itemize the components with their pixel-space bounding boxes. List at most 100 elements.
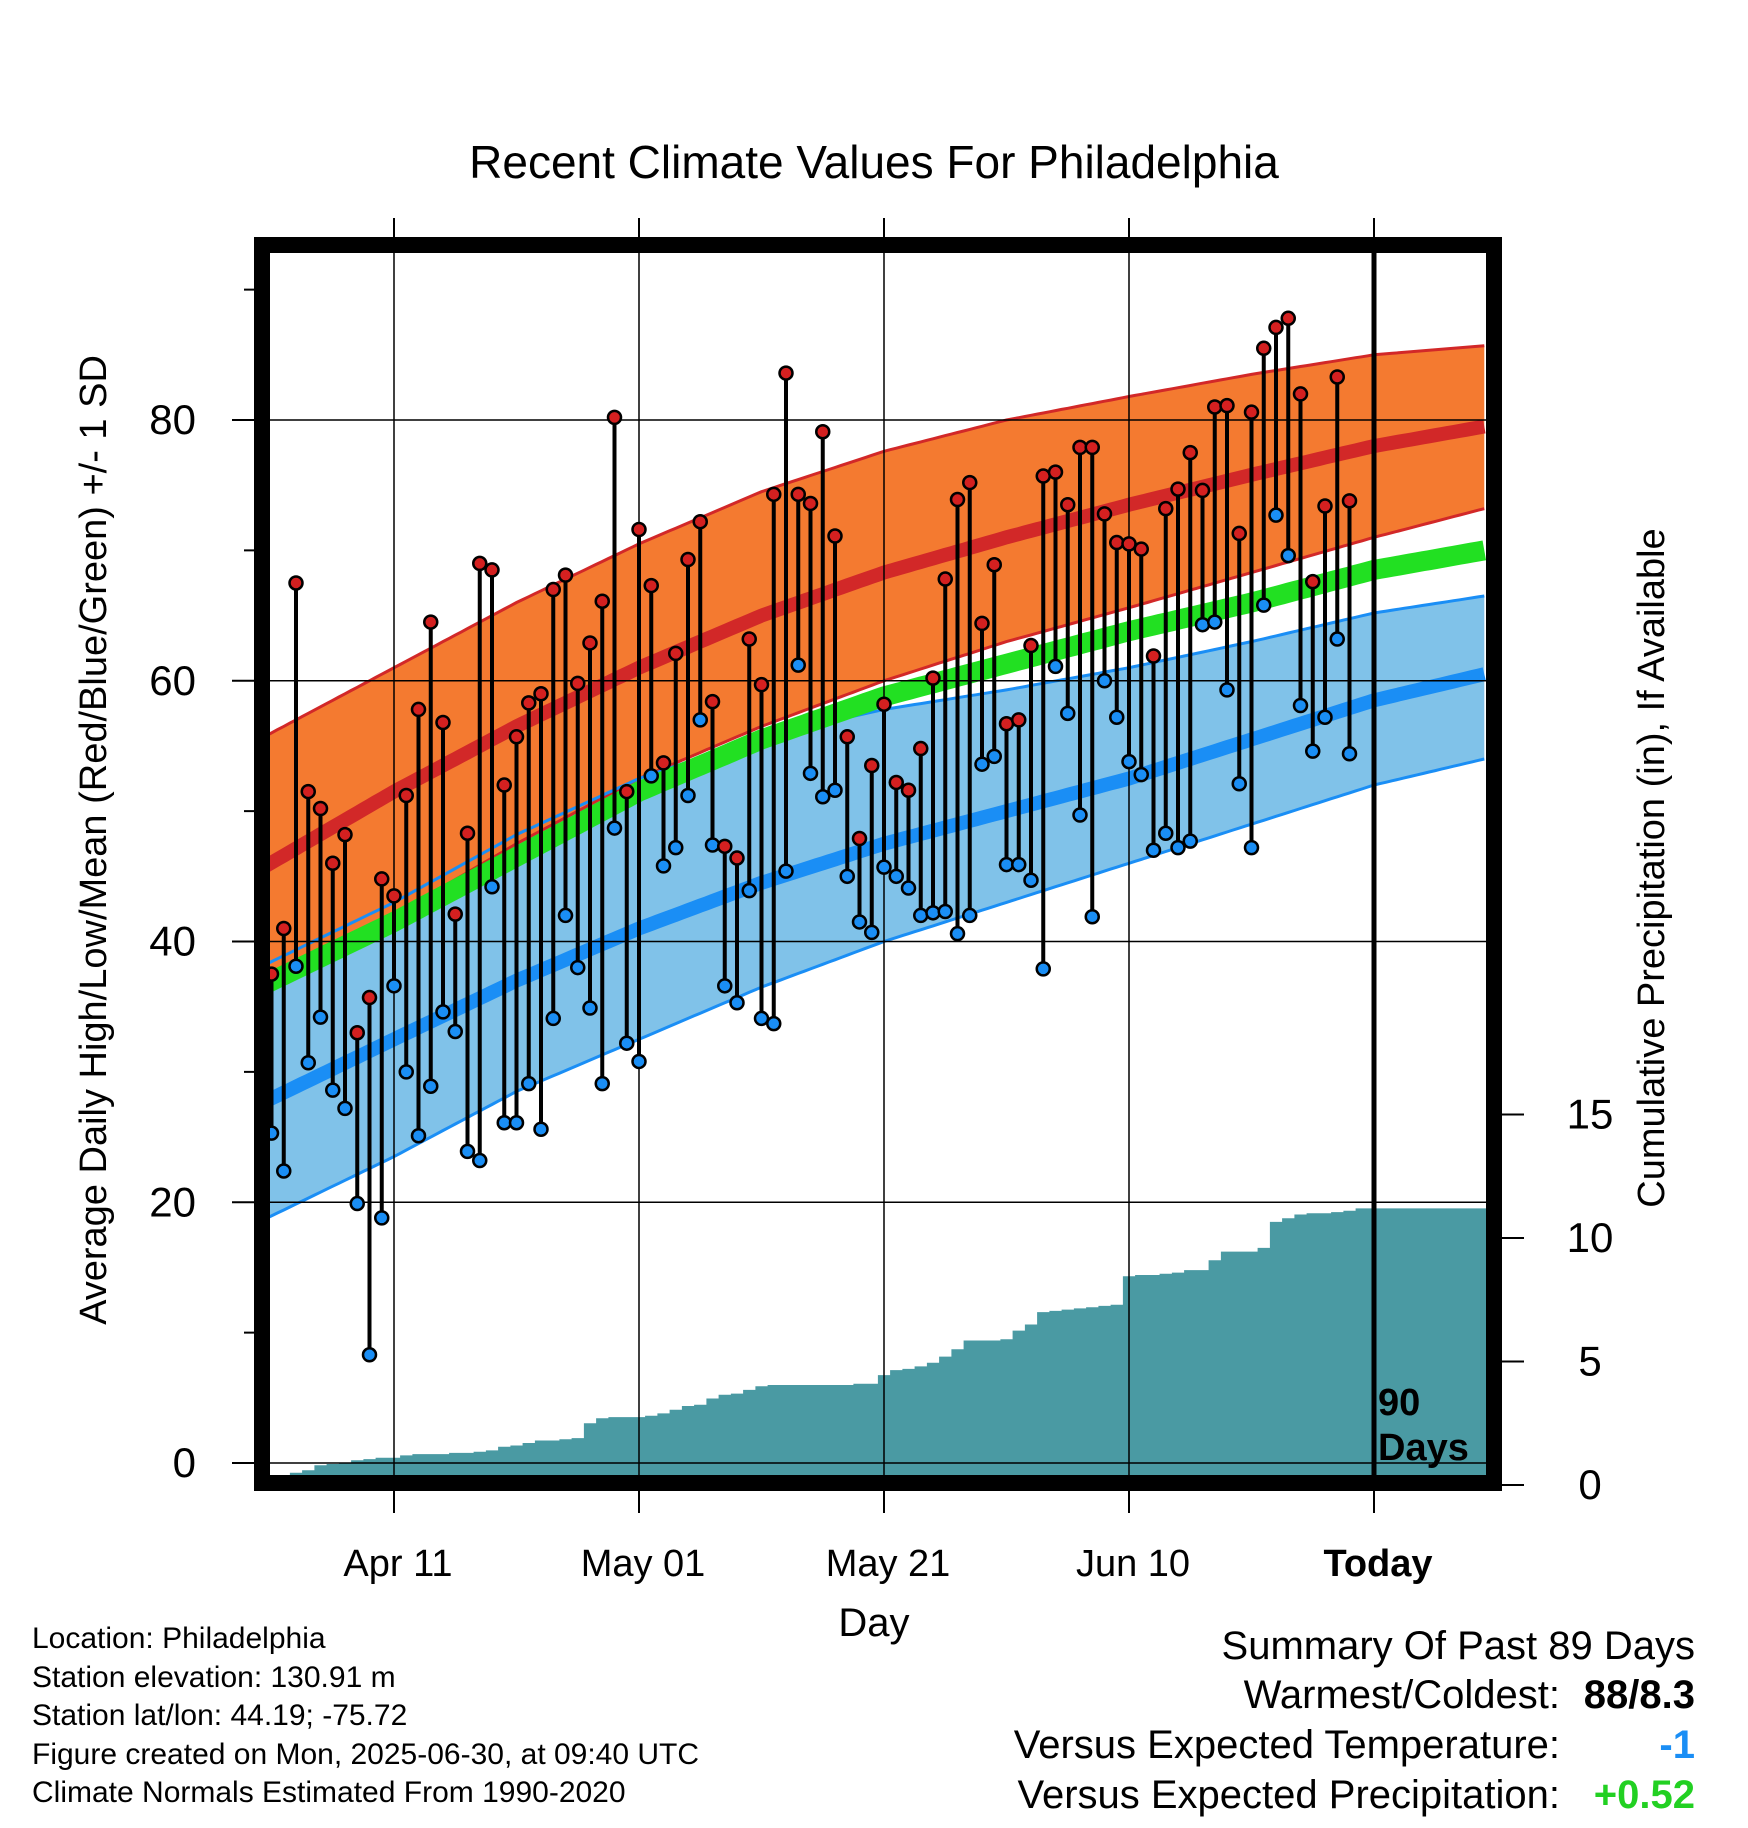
daily-low-point [1305, 743, 1321, 759]
daily-high-point [962, 474, 978, 491]
warmest-coldest-label: Warmest/Coldest: [1243, 1673, 1560, 1717]
daily-high-point [802, 495, 819, 512]
low-upper-edge [262, 594, 1485, 968]
summary-precip-row: Versus Expected Precipitation: +0.52 [795, 1770, 1695, 1820]
x-tick-label: Today [1323, 1543, 1432, 1585]
daily-high-point [521, 695, 537, 711]
daily-high-point [361, 989, 378, 1006]
daily-low-point [949, 925, 966, 942]
daily-high-point [582, 635, 598, 651]
daily-low-point [974, 756, 990, 772]
daily-low-point [668, 839, 684, 856]
location-text: Location: Philadelphia [32, 1622, 326, 1655]
daily-low-point [643, 768, 659, 784]
expected-precipitation-label: Versus Expected Precipitation: [1017, 1773, 1560, 1817]
daily-low-point [447, 1023, 463, 1040]
daily-high-point [1182, 444, 1198, 461]
axes: 0 20 40 60 80 0 5 10 15 Apr 11 May 01 May 21 Jun 10 T… [149, 218, 1613, 1585]
daily-low-point [1060, 705, 1076, 722]
daily-low-point [1292, 697, 1309, 714]
daily-low-point [288, 958, 304, 975]
daily-low-point [361, 1347, 378, 1363]
daily-high-point [1060, 496, 1076, 513]
daily-low-point [790, 657, 806, 673]
daily-low-point [570, 959, 586, 976]
daily-low-point [827, 782, 843, 799]
expected-precipitation-value: +0.52 [1593, 1773, 1695, 1817]
daily-low-point [717, 978, 733, 994]
daily-high-point [631, 521, 647, 538]
daily-low-point [1182, 833, 1198, 849]
latlon-text: Station lat/lon: 44.19; -75.72 [32, 1699, 408, 1732]
daily-low-point [533, 1121, 549, 1137]
x-tick-label: Jun 10 [1076, 1543, 1190, 1585]
daily-high-point [1207, 399, 1223, 415]
daily-low-point [459, 1143, 476, 1160]
daily-high-point [594, 593, 610, 609]
daily-high-point [876, 696, 892, 712]
daily-low-point [741, 882, 757, 899]
daily-low-point [1133, 766, 1149, 783]
daily-high-point [937, 571, 953, 587]
daily-low-point [1317, 709, 1333, 726]
daily-low-point [913, 907, 929, 924]
daily-high-point [300, 783, 316, 800]
daily-low-point [729, 995, 745, 1011]
daily-high-point [1170, 481, 1186, 497]
daily-low-point [349, 1195, 365, 1212]
daily-high-point [668, 645, 684, 662]
expected-temperature-label: Versus Expected Temperature: [1013, 1723, 1560, 1767]
low-lower-edge [262, 757, 1485, 1223]
high-upper-edge [262, 344, 1485, 740]
daily-low-point [521, 1075, 537, 1092]
normal-mean-line [262, 540, 1487, 997]
x-tick-label: May 21 [826, 1543, 951, 1585]
y2-tick-label: 10 [1567, 1214, 1614, 1261]
y-tick-label: 60 [149, 657, 196, 704]
today-window-label-days: Days [1378, 1427, 1469, 1469]
secondary-y-axis-label: Cumulative Precipitation (in), If Availa… [1631, 528, 1673, 1207]
daily-high-point [619, 783, 635, 800]
daily-low-point [1035, 961, 1051, 977]
daily-high-point [1280, 310, 1296, 327]
daily-low-point [962, 907, 978, 924]
daily-low-point [1268, 507, 1284, 523]
plot-frame [254, 237, 1502, 1491]
chart-title: Recent Climate Values For Philadelphia [469, 136, 1279, 188]
daily-low-point [815, 789, 831, 805]
daily-high-point [974, 615, 990, 632]
daily-low-point [325, 1082, 341, 1098]
daily-high-point [680, 551, 696, 568]
daily-high-point [386, 888, 402, 904]
daily-low-point [1011, 856, 1027, 873]
daily-high-point [643, 577, 659, 594]
daily-high-point [1084, 439, 1100, 456]
daily-low-point [557, 907, 574, 924]
daily-low-point [766, 1015, 782, 1032]
daily-low-point [582, 1000, 598, 1016]
daily-high-point [949, 491, 966, 508]
daily-high-point [312, 800, 329, 817]
daily-low-point [802, 765, 819, 782]
daily-high-point [655, 755, 672, 771]
daily-low-point [508, 1114, 525, 1131]
warmest-coldest-value: 88/8.3 [1583, 1673, 1695, 1717]
daily-low-point [484, 878, 500, 895]
y-tick-label: 40 [149, 918, 196, 965]
normal-high-line [262, 419, 1486, 876]
daily-high-point [472, 555, 488, 572]
daily-high-point [1023, 637, 1039, 654]
daily-high-point [1341, 493, 1358, 509]
daily-low-point [374, 1210, 390, 1226]
daily-low-point [606, 820, 623, 836]
daily-high-point [1231, 525, 1247, 542]
daily-low-point [778, 863, 794, 879]
daily-low-point [337, 1100, 353, 1117]
daily-low-point [1096, 673, 1113, 689]
daily-high-point [349, 1025, 365, 1041]
daily-low-point [1084, 908, 1100, 925]
daily-high-point [888, 774, 904, 791]
today-window-label-number: 90 [1378, 1382, 1420, 1424]
daily-low-point [1219, 682, 1235, 698]
daily-high-point [986, 556, 1002, 573]
